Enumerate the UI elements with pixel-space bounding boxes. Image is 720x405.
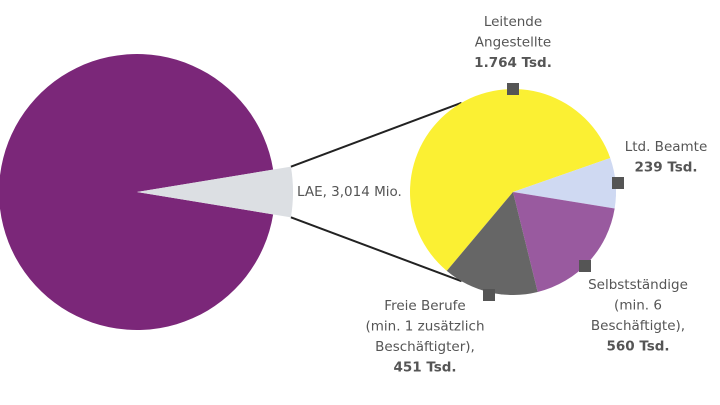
slice-label: Leitende [484,14,542,30]
connector-line [290,101,462,168]
label-marker [612,177,624,189]
pie-slice [513,192,615,292]
value-label: 1.764 Tsd. [474,55,552,71]
value-label: 451 Tsd. [393,360,456,376]
label-marker [483,289,495,301]
slice-label: Angestellte [475,35,551,51]
connector-line [290,216,462,283]
slice-label: (min. 6 [614,298,662,314]
pie-slice [410,89,611,271]
slice-label: (min. 1 zusätzlich [366,319,485,335]
slice-label: Selbstständige [588,277,688,293]
slice-label: Ltd. Beamte [625,139,708,155]
pie-slice [513,157,616,209]
value-label: 560 Tsd. [606,339,669,355]
label-marker [579,260,591,272]
slice-label: Freie Berufe [384,298,465,314]
value-label: 239 Tsd. [634,160,697,176]
slice-label: LAE, 3,014 Mio. [297,184,402,200]
slice-label: Beschäftigte), [591,318,685,334]
pie-slice [0,54,274,330]
slice-label: Beschäftigter), [375,339,475,355]
pie-slice [137,166,294,218]
label-marker [507,83,519,95]
pie-slice [446,192,538,295]
